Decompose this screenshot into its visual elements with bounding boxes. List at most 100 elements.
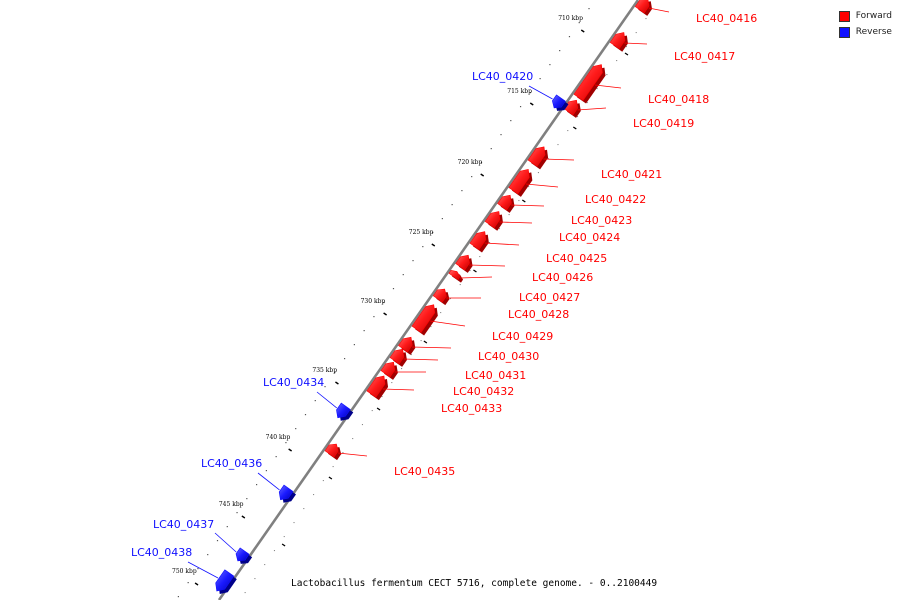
- minor-dot: [226, 526, 228, 528]
- genome-caption: Lactobacillus fermentum CECT 5716, compl…: [291, 578, 658, 589]
- gene-arrow: [527, 146, 546, 167]
- gene-arrow: [497, 194, 512, 211]
- tick-mark: [281, 543, 286, 547]
- gene-lc40-0433[interactable]: LC40_0433: [366, 375, 502, 415]
- gene-features: LC40_0416 LC40_0417 LC40_0418 LC40_0419 LC40…: [131, 0, 757, 595]
- gene-label: LC40_0422: [585, 193, 646, 206]
- minor-dot: [430, 326, 432, 328]
- minor-dot: [539, 78, 541, 80]
- minor-dot: [567, 130, 569, 132]
- gene-leader: [460, 276, 493, 279]
- minor-dot: [373, 316, 375, 318]
- gene-arrow: [366, 375, 386, 398]
- tick-label: 710 kbp: [558, 15, 583, 22]
- minor-dot: [557, 144, 559, 146]
- tick-mark: [241, 515, 246, 519]
- gene-arrow: [278, 484, 294, 501]
- gene-arrow: [448, 270, 461, 281]
- tick-mark: [529, 102, 534, 106]
- gene-lc40-0420[interactable]: LC40_0420: [472, 70, 569, 111]
- minor-dot: [489, 242, 491, 244]
- gene-arrow: [573, 64, 603, 101]
- gene-lc40-0429[interactable]: LC40_0429: [411, 304, 553, 343]
- minor-dot: [459, 284, 461, 286]
- forward-swatch: [838, 10, 850, 22]
- minor-dot: [207, 554, 209, 556]
- gene-arrow: [235, 547, 250, 562]
- tick-mark: [473, 269, 477, 273]
- minor-dot: [322, 480, 324, 482]
- legend-forward-label: Forward: [855, 11, 892, 21]
- gene-lc40-0418[interactable]: LC40_0418: [573, 64, 709, 106]
- minor-dot: [371, 410, 373, 412]
- gene-label: LC40_0430: [478, 350, 539, 363]
- minor-dot: [401, 368, 403, 370]
- gene-lc40-0427[interactable]: LC40_0427: [448, 270, 580, 304]
- minor-dot: [283, 536, 285, 538]
- minor-dot: [490, 148, 492, 150]
- minor-tick-dots: [177, 8, 647, 598]
- gene-label: LC40_0434: [263, 376, 324, 389]
- gene-label: LC40_0426: [532, 271, 593, 284]
- gene-lc40-0422[interactable]: LC40_0422: [508, 168, 646, 206]
- minor-dot: [304, 414, 307, 416]
- minor-dot: [578, 22, 580, 24]
- tick-label: 725 kbp: [409, 229, 434, 236]
- minor-dot: [324, 386, 326, 388]
- gene-lc40-0416[interactable]: LC40_0416: [634, 0, 757, 25]
- gene-lc40-0431[interactable]: LC40_0431: [389, 348, 526, 382]
- tick-mark: [624, 52, 629, 56]
- tick-label: 720 kbp: [458, 159, 483, 166]
- scale-ticks: 710 kbp 715 kbp 720 kbp 725 kbp 730 kbp 735 k…: [172, 15, 585, 586]
- gene-lc40-0434[interactable]: LC40_0434: [263, 376, 354, 421]
- minor-dot: [334, 372, 336, 374]
- gene-lc40-0419[interactable]: LC40_0419: [563, 99, 694, 130]
- gene-leader: [403, 358, 439, 361]
- gene-label: LC40_0429: [492, 330, 553, 343]
- gene-lc40-0423[interactable]: LC40_0423: [497, 194, 633, 227]
- gene-lc40-0424[interactable]: LC40_0424: [484, 211, 620, 244]
- gene-lc40-0436[interactable]: LC40_0436: [201, 457, 297, 503]
- tick-mark: [480, 173, 485, 177]
- minor-dot: [596, 88, 598, 90]
- gene-arrow: [215, 569, 235, 592]
- gene-lc40-0432[interactable]: LC40_0432: [380, 361, 514, 398]
- gene-arrow: [324, 443, 339, 458]
- gene-leader: [469, 264, 506, 267]
- gene-lc40-0438[interactable]: LC40_0438: [131, 546, 237, 595]
- gene-label: LC40_0417: [674, 50, 735, 63]
- minor-dot: [236, 512, 238, 514]
- tick-mark: [376, 407, 381, 411]
- gene-lc40-0435[interactable]: LC40_0435: [324, 443, 455, 478]
- gene-lc40-0428[interactable]: LC40_0428: [432, 288, 569, 321]
- minor-dot: [363, 330, 365, 332]
- gene-leader: [511, 204, 545, 207]
- minor-dot: [441, 218, 443, 220]
- gene-arrow: [634, 0, 650, 14]
- gene-lc40-0437[interactable]: LC40_0437: [153, 518, 253, 564]
- gene-lc40-0430[interactable]: LC40_0430: [398, 336, 539, 363]
- gene-lc40-0425[interactable]: LC40_0425: [469, 231, 607, 265]
- tick-label: 750 kbp: [172, 568, 197, 575]
- gene-arrow: [432, 288, 447, 303]
- minor-dot: [420, 340, 422, 342]
- minor-dot: [606, 74, 608, 76]
- gene-arrow: [336, 402, 351, 419]
- gene-lc40-0417[interactable]: LC40_0417: [609, 32, 735, 63]
- gene-lc40-0426[interactable]: LC40_0426: [455, 254, 594, 284]
- minor-dot: [246, 498, 248, 500]
- reverse-swatch: [838, 26, 850, 38]
- gene-label: LC40_0420: [472, 70, 533, 83]
- minor-dot: [285, 442, 287, 444]
- gene-lc40-0421[interactable]: LC40_0421: [527, 146, 662, 181]
- gene-arrow: [469, 231, 487, 250]
- minor-dot: [645, 18, 647, 20]
- gene-leader: [257, 472, 280, 491]
- minor-dot: [244, 592, 246, 594]
- minor-dot: [256, 484, 258, 486]
- legend-reverse: Reverse: [838, 24, 892, 40]
- minor-dot: [508, 214, 510, 216]
- gene-arrow: [380, 361, 396, 378]
- gene-arrow: [484, 211, 501, 229]
- minor-dot: [303, 508, 305, 510]
